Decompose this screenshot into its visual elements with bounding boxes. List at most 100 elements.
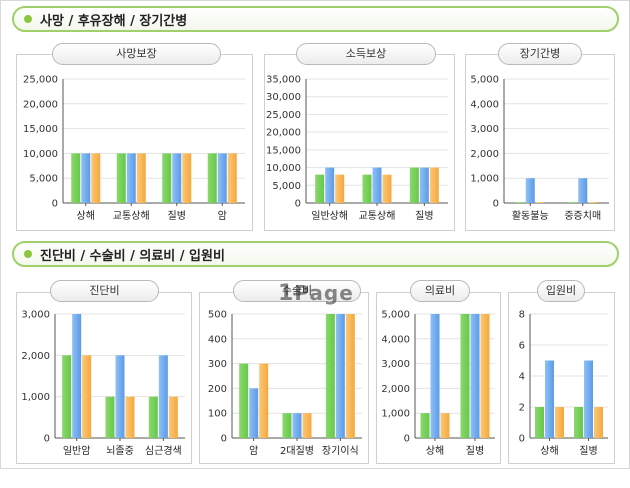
y-tick-label: 0 <box>493 199 499 210</box>
y-tick-label: 500 <box>208 310 227 321</box>
chart-title-pill: 의료비 <box>410 280 470 302</box>
y-tick-label: 35,000 <box>266 75 301 86</box>
x-tick-label: 상해 <box>540 444 558 457</box>
x-tick-label: 일반상해 <box>311 209 348 222</box>
bar <box>535 202 545 203</box>
chart-title-pill: 입원비 <box>537 280 585 302</box>
bar <box>430 314 440 438</box>
bar <box>335 174 345 203</box>
y-tick-label: 25,000 <box>23 75 58 86</box>
chart-ltc: 0 1,000 2,000 3,000 4,000 5,000 활동불능 중증치매 <box>470 75 609 222</box>
bar <box>158 355 168 438</box>
bar <box>126 153 136 203</box>
bar <box>525 178 535 203</box>
bar <box>545 360 554 438</box>
x-tick-label: 뇌졸중 <box>106 445 134 457</box>
bar <box>325 314 335 438</box>
x-tick-label: 질병 <box>168 210 186 222</box>
y-tick-label: 5,000 <box>29 174 58 185</box>
y-tick-label: 10,000 <box>266 163 301 174</box>
bar <box>292 413 302 438</box>
y-tick-label: 5,000 <box>272 181 301 192</box>
bar <box>568 202 578 203</box>
bar <box>420 413 430 438</box>
y-tick-label: 1,000 <box>381 409 410 420</box>
bar <box>535 407 544 438</box>
bar <box>584 360 593 438</box>
x-tick-label: 상해 <box>426 444 444 457</box>
y-tick-label: 0 <box>519 434 525 445</box>
y-tick-label: 4 <box>519 372 525 383</box>
bar <box>162 153 172 203</box>
bar <box>227 153 237 203</box>
y-tick-label: 30,000 <box>266 92 301 103</box>
bar <box>480 314 490 438</box>
y-tick-label: 0 <box>404 434 410 445</box>
x-tick-label: 중증치매 <box>564 210 601 222</box>
y-tick-label: 4,000 <box>381 334 410 345</box>
y-tick-label: 3,000 <box>21 310 50 321</box>
chart-title-pill: 수술비 <box>233 280 361 302</box>
x-tick-label: 일반암 <box>63 445 91 457</box>
bar <box>302 413 312 438</box>
bar <box>259 363 269 438</box>
panel-ltc <box>465 54 615 231</box>
bar <box>515 202 525 203</box>
bar <box>588 202 598 203</box>
y-tick-label: 0 <box>52 199 58 210</box>
y-tick-label: 2 <box>519 403 525 414</box>
y-tick-label: 2,000 <box>21 351 50 362</box>
bar <box>168 396 178 438</box>
y-tick-label: 25,000 <box>266 110 301 121</box>
bar <box>325 167 335 203</box>
bar <box>429 167 439 203</box>
bar <box>82 355 92 438</box>
section-title: 사망 / 후유장해 / 장기간병 <box>40 14 188 29</box>
bar <box>578 178 588 203</box>
chart-title-pill: 장기간병 <box>498 43 582 65</box>
y-tick-label: 0 <box>295 199 301 210</box>
bar <box>72 314 82 438</box>
chart-income: 0 5,000 10,000 15,000 20,000 25,000 30,000 35,0… <box>266 75 448 222</box>
chart-diag: 0 1,000 2,000 3,000 일반암 뇌졸중 심근경색 <box>21 310 185 457</box>
watermark-logo: 1Page <box>278 281 354 306</box>
bar <box>460 314 470 438</box>
bar <box>315 174 325 203</box>
y-tick-label: 20,000 <box>266 128 301 139</box>
y-tick-label: 6 <box>519 341 525 352</box>
bar <box>282 413 292 438</box>
y-tick-label: 100 <box>208 409 227 420</box>
x-tick-label: 심근경색 <box>145 444 182 457</box>
bar <box>125 396 135 438</box>
y-tick-label: 8 <box>519 310 525 321</box>
y-tick-label: 1,000 <box>21 392 50 403</box>
y-tick-label: 0 <box>221 434 227 445</box>
bar <box>440 413 450 438</box>
bar <box>409 167 419 203</box>
y-tick-label: 20,000 <box>23 99 58 110</box>
y-tick-label: 300 <box>208 359 227 370</box>
bar <box>207 153 217 203</box>
bar <box>136 153 146 203</box>
x-tick-label: 상해 <box>77 209 95 222</box>
x-tick-label: 장기이식 <box>322 445 359 457</box>
y-tick-label: 3,000 <box>381 359 410 370</box>
chart-surg: 0 100 200 300 400 500 암 2대질병 장기이식 <box>208 310 362 457</box>
chart-title-pill: 소득보상 <box>296 43 436 65</box>
section-header-diagnosis: 진단비 / 수술비 / 의료비 / 입원비 <box>12 241 619 267</box>
y-tick-label: 15,000 <box>266 145 301 156</box>
section-header-death: 사망 / 후유장해 / 장기간병 <box>12 6 619 32</box>
bar <box>105 396 115 438</box>
chart-title-pill: 사망보장 <box>52 43 221 65</box>
y-tick-label: 10,000 <box>23 149 58 160</box>
bar <box>419 167 429 203</box>
bar <box>594 407 603 438</box>
y-tick-label: 400 <box>208 334 227 345</box>
bar <box>217 153 227 203</box>
bar <box>345 314 355 438</box>
bar <box>372 167 382 203</box>
section-title: 진단비 / 수술비 / 의료비 / 입원비 <box>40 249 225 264</box>
y-tick-label: 2,000 <box>470 149 499 160</box>
bar <box>470 314 480 438</box>
x-tick-label: 2대질병 <box>280 445 314 457</box>
